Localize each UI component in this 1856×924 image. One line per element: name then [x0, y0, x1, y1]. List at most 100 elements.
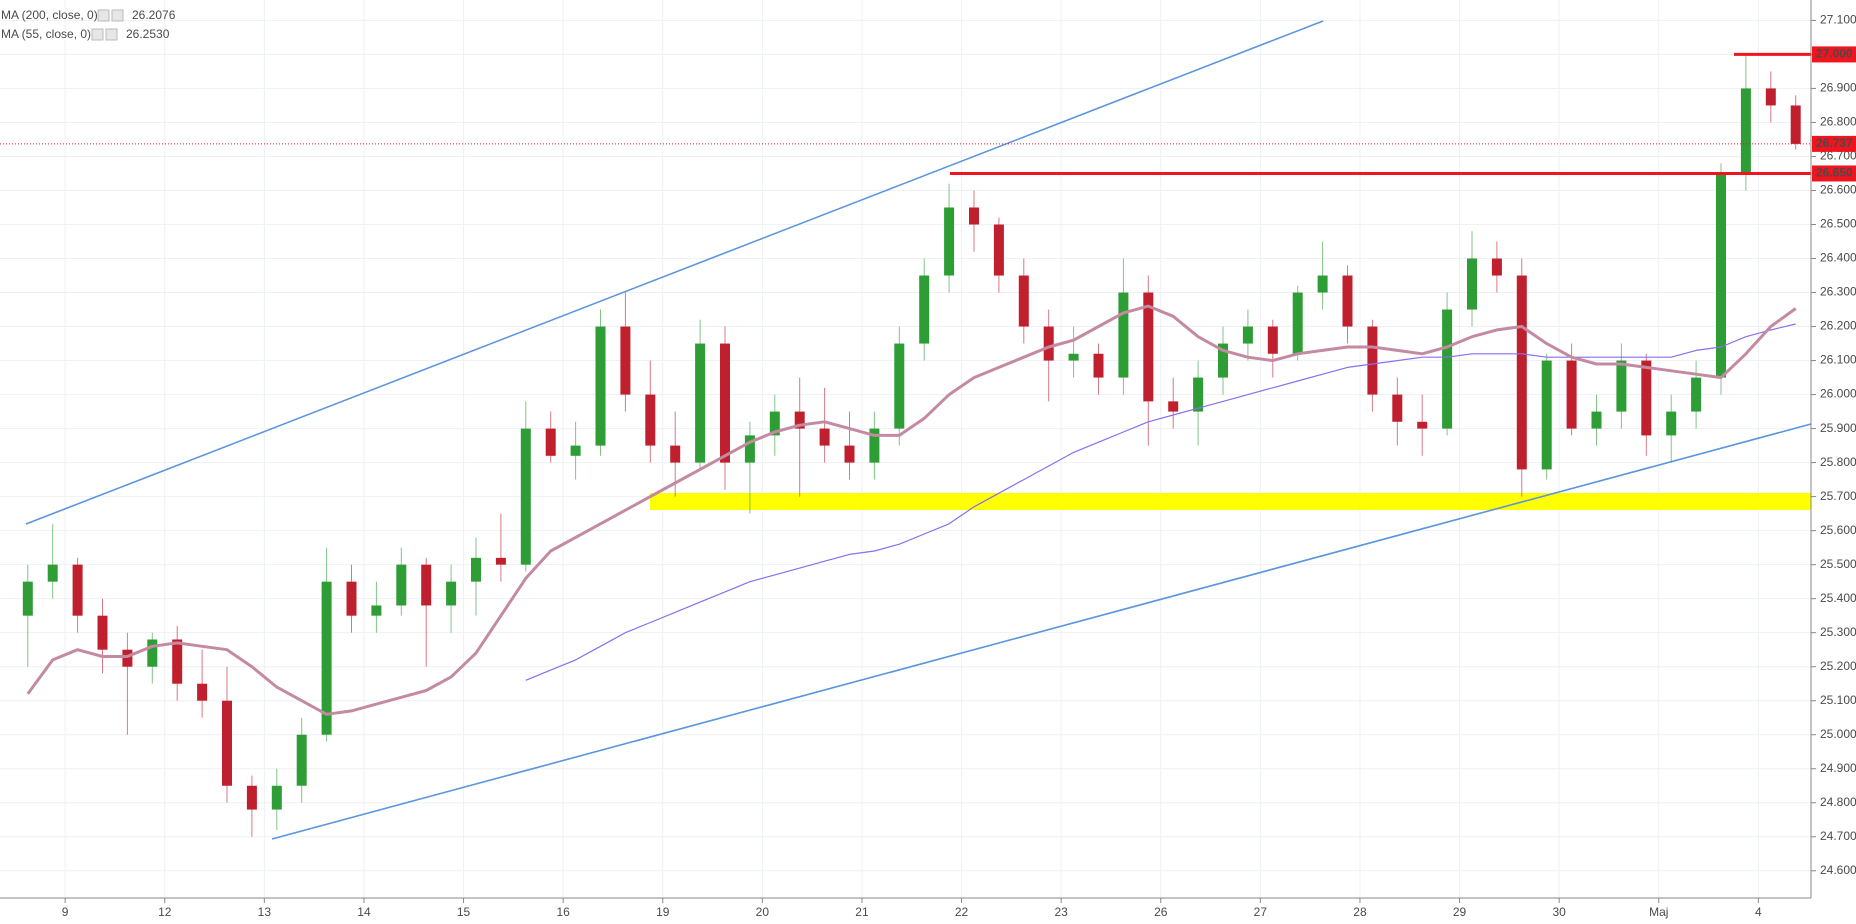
- candle-body: [1691, 377, 1702, 412]
- last-price-label: 26.737: [1816, 136, 1853, 150]
- legend-icon[interactable]: [111, 9, 124, 22]
- x-tick-label: 12: [158, 905, 172, 919]
- candle-body: [1317, 275, 1328, 293]
- candle-body: [72, 564, 83, 616]
- candle-body: [1043, 326, 1054, 361]
- candle-body: [819, 428, 830, 446]
- candle-body: [1068, 353, 1079, 361]
- candle-body: [1417, 421, 1428, 429]
- candle-body: [1616, 360, 1627, 412]
- y-tick-label: 26.000: [1820, 387, 1856, 401]
- x-tick-label: 21: [855, 905, 869, 919]
- support-zone: [650, 493, 1811, 510]
- y-tick-label: 24.800: [1820, 795, 1856, 809]
- legend: MA (200, close, 0) 26.2076 MA (55, close…: [1, 8, 176, 41]
- level-label: 26.650: [1816, 166, 1853, 180]
- axis: 27.100 27.000 26.900 26.800 26.700 26.600 26.5…: [62, 13, 1856, 919]
- y-tick-label: 25.800: [1820, 455, 1856, 469]
- candle-body: [22, 581, 33, 616]
- candle-body: [1218, 343, 1228, 378]
- candle-body: [720, 343, 730, 463]
- legend-icon[interactable]: [105, 28, 118, 41]
- legend-icon[interactable]: [91, 28, 104, 41]
- candle-body: [1790, 105, 1801, 144]
- y-tick-label: 25.300: [1820, 625, 1856, 639]
- y-tick-label: 25.400: [1820, 591, 1856, 605]
- legend-icon[interactable]: [97, 9, 110, 22]
- candle-body: [1392, 394, 1403, 422]
- candle-body: [670, 445, 681, 463]
- x-tick-label: 15: [457, 905, 471, 919]
- candle-body: [1118, 292, 1129, 378]
- candle-body: [769, 411, 780, 436]
- level-label: 27.000: [1816, 47, 1853, 61]
- x-tick-label: 9: [62, 905, 69, 919]
- candle-body: [1591, 411, 1602, 429]
- y-tick-label: 26.500: [1820, 217, 1856, 231]
- candle-body: [222, 700, 232, 786]
- candle-body: [1765, 88, 1776, 106]
- lower-trend-line: [271, 423, 1812, 840]
- y-tick-label: 26.900: [1820, 81, 1856, 95]
- candle-body: [172, 639, 183, 684]
- candle-body: [1467, 258, 1477, 310]
- y-tick-label: 25.600: [1820, 523, 1856, 537]
- x-tick-label: 26: [1154, 905, 1168, 919]
- legend-label: MA (55, close, 0): [1, 27, 91, 41]
- candle-body: [1541, 360, 1552, 470]
- x-tick-label: 4: [1755, 905, 1762, 919]
- marks: [22, 54, 1801, 837]
- candle-body: [421, 564, 432, 606]
- candle-body: [1716, 173, 1726, 378]
- candle-body: [1740, 88, 1751, 174]
- candle-body: [97, 615, 108, 650]
- x-tick-label: 27: [1254, 905, 1268, 919]
- candle-body: [1442, 309, 1453, 429]
- ma-line: [26, 304, 1797, 716]
- y-tick-label: 26.100: [1820, 353, 1856, 367]
- candle-body: [1367, 326, 1378, 395]
- candle-body: [122, 649, 133, 667]
- candle-body: [1342, 275, 1353, 327]
- candle-body: [197, 683, 208, 701]
- candle-body: [695, 343, 706, 463]
- candle-body: [495, 557, 506, 565]
- candle-body: [919, 275, 930, 344]
- candle-body: [47, 564, 58, 582]
- x-tick-label: 16: [556, 905, 570, 919]
- y-tick-label: 26.200: [1820, 319, 1856, 333]
- x-tick-label: Maj: [1649, 905, 1668, 919]
- candle-body: [645, 394, 656, 446]
- ma-line: [525, 323, 1796, 681]
- y-tick-label: 26.300: [1820, 285, 1856, 299]
- x-tick-label: 28: [1353, 905, 1367, 919]
- candle-body: [346, 581, 357, 616]
- upper-trend-line: [25, 20, 1324, 525]
- last-price-box: [1812, 135, 1856, 152]
- y-tick-label: 25.500: [1820, 557, 1856, 571]
- candle-body: [744, 435, 755, 463]
- candle-body: [271, 785, 282, 810]
- y-tick-label: 27.100: [1820, 13, 1856, 27]
- candle-body: [1193, 377, 1204, 412]
- candle-body: [1168, 401, 1179, 412]
- candle-body: [844, 445, 855, 463]
- candle-body: [1242, 326, 1253, 344]
- x-tick-label: 23: [1054, 905, 1068, 919]
- candle-body: [1018, 275, 1029, 327]
- y-tick-label: 24.700: [1820, 829, 1856, 843]
- candle-body: [1093, 353, 1104, 378]
- x-tick-label: 22: [955, 905, 969, 919]
- candle-body: [147, 639, 158, 667]
- y-tick-label: 26.400: [1820, 251, 1856, 265]
- y-tick-label: 25.700: [1820, 489, 1856, 503]
- candle-body: [471, 557, 481, 582]
- candle-body: [570, 445, 581, 456]
- candle-body: [1292, 292, 1303, 354]
- level-label-box: [1812, 165, 1856, 182]
- y-tick-label: 24.900: [1820, 761, 1856, 775]
- x-tick-label: 20: [756, 905, 770, 919]
